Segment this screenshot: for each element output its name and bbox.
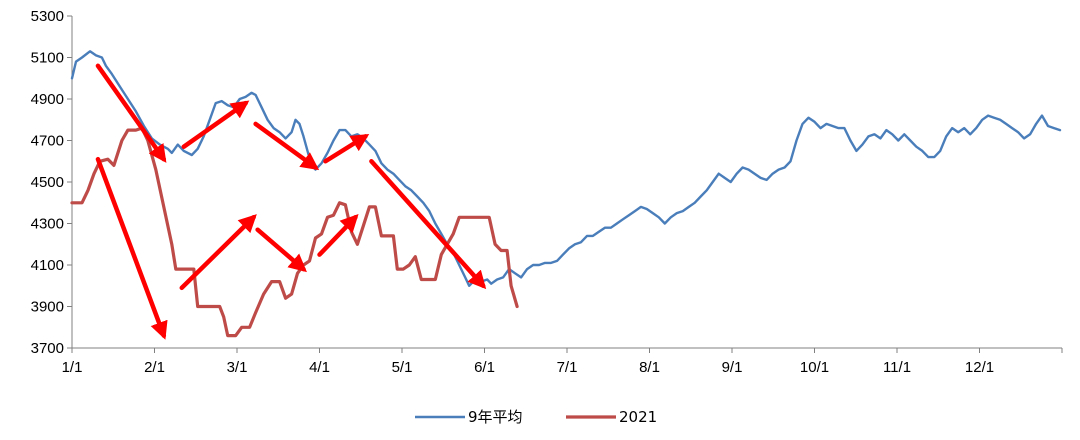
chart-legend: 9年平均 2021 [415,408,657,426]
chart-axes: 3700 3900 4100 4300 4500 4700 4900 5100 5300 1/1 2… [31,8,1063,376]
red-arrow [369,159,487,290]
x-tick-label: 12/1 [965,359,994,376]
x-tick-label: 11/1 [883,359,911,376]
x-tick-label: 6/1 [474,359,495,376]
chart-series [70,50,1062,338]
y-tick-label: 4500 [31,174,64,191]
x-tick-label: 2/1 [144,359,165,376]
red-arrow [179,214,257,291]
legend-label: 9年平均 [468,408,523,426]
y-tick-label: 4300 [31,216,64,233]
series-line-2021 [70,126,519,338]
red-arrow [317,214,359,257]
x-tick-label: 4/1 [309,359,330,376]
x-tick-label: 7/1 [557,359,578,376]
legend-label: 2021 [619,408,657,426]
y-tick-label: 3900 [31,299,64,316]
red-arrow [95,63,167,163]
y-tick-label: 4900 [31,91,64,108]
red-arrow [95,156,168,340]
x-tick-label: 5/1 [392,359,413,376]
x-tick-label: 3/1 [227,359,248,376]
red-arrow [323,133,370,164]
y-tick-label: 5300 [31,8,64,25]
red-arrow [253,121,320,171]
red-arrow [255,227,307,273]
arrow-annotations [95,63,487,340]
x-tick-label: 9/1 [722,359,743,376]
y-tick-label: 4700 [31,133,64,150]
y-tick-label: 5100 [31,50,64,67]
x-tick-label: 10/1 [800,359,829,376]
y-tick-label: 3700 [31,340,64,357]
red-arrow [181,100,250,149]
y-tick-label: 4100 [31,257,64,274]
x-tick-label: 1/1 [62,359,83,376]
series-line-9yr-average [70,50,1062,287]
x-tick-label: 8/1 [639,359,660,376]
